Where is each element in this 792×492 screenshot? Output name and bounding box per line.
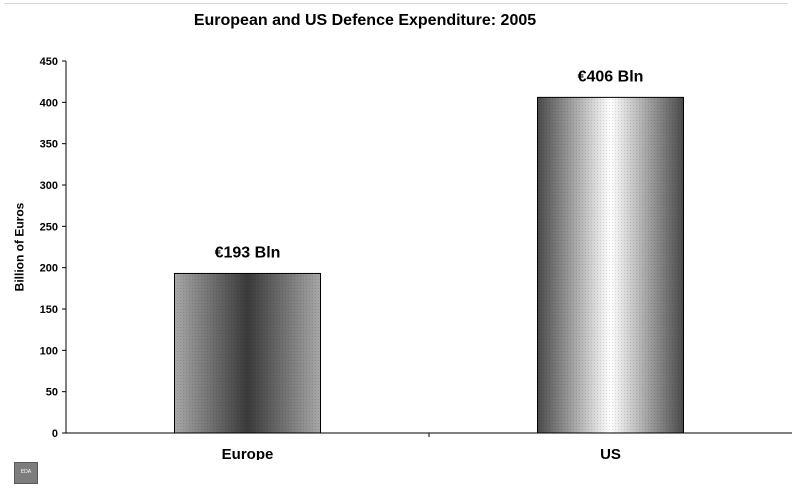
logo-text: EDA — [20, 469, 32, 475]
bars — [174, 96, 684, 434]
data-label-us: €406 Bln — [578, 68, 644, 85]
y-tick-label: 300 — [40, 180, 58, 192]
labels: €193 Bln Europe €406 Bln US — [215, 68, 644, 460]
y-tick-label: 100 — [40, 345, 58, 357]
y-tick-label: 450 — [40, 56, 58, 68]
bar-texture — [537, 97, 684, 433]
chart-plot: 0 50 100 150 200 250 300 350 400 450 €193 Bln Euro… — [40, 56, 792, 460]
y-tick-label: 150 — [40, 304, 58, 316]
y-tick-label: 0 — [52, 428, 58, 440]
category-label-europe: Europe — [222, 446, 274, 460]
y-tick-label: 200 — [40, 263, 58, 275]
y-tick-label: 400 — [40, 97, 58, 109]
top-rule — [4, 3, 788, 4]
bar-texture — [174, 273, 321, 433]
y-tick-label: 350 — [40, 139, 58, 151]
y-tick-label: 50 — [46, 387, 58, 399]
eda-logo-icon: EDA — [14, 462, 38, 484]
chart-title: European and US Defence Expenditure: 200… — [193, 12, 537, 29]
y-tick-label: 250 — [40, 221, 58, 233]
category-label-us: US — [600, 446, 621, 460]
data-label-europe: €193 Bln — [215, 244, 281, 261]
